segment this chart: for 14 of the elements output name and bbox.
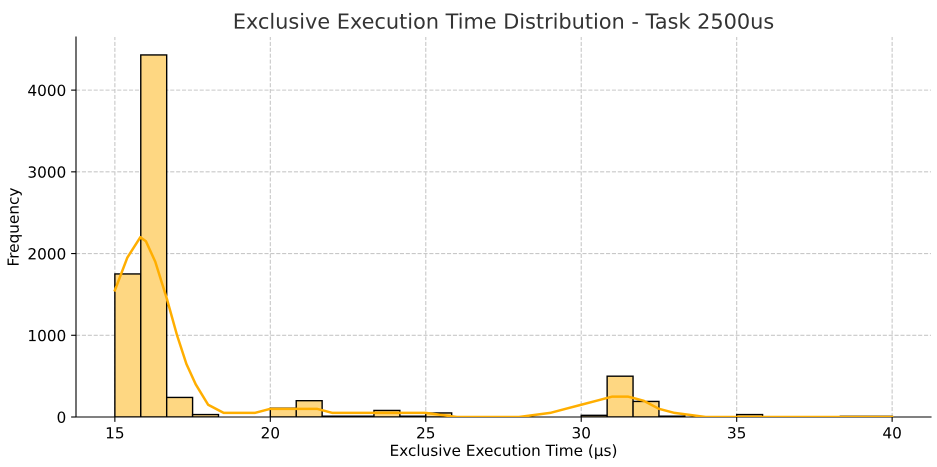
x-tick-label: 35 <box>728 426 746 439</box>
x-tick-label: 40 <box>883 426 901 439</box>
x-axis-title: Exclusive Execution Time (µs) <box>391 444 616 460</box>
y-tick-label: 2000 <box>28 248 66 260</box>
x-tick-label: 15 <box>106 427 124 439</box>
y-tick-label: 4000 <box>28 84 66 96</box>
chart-title: Exclusive Execution Time Distribution - Task 2500us <box>234 12 774 29</box>
x-tick-label: 25 <box>417 426 434 439</box>
x-tick-label: 30 <box>572 426 590 439</box>
y-axis-title: Frequency <box>8 188 22 265</box>
y-tick-label: 0 <box>58 411 66 424</box>
y-tick-label: 3000 <box>28 166 66 178</box>
y-tick-label: 1000 <box>29 330 66 342</box>
x-tick-label: 20 <box>262 426 280 439</box>
